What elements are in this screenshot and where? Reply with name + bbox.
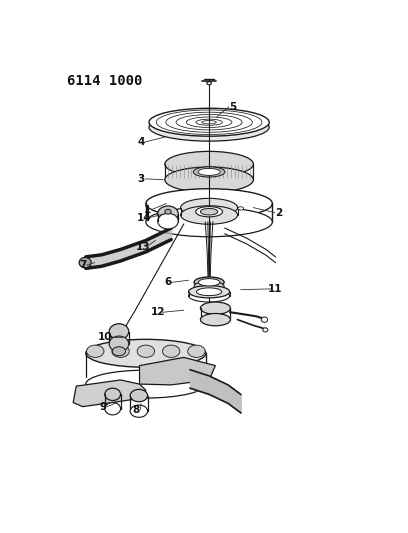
Ellipse shape xyxy=(194,281,224,292)
Ellipse shape xyxy=(263,328,268,332)
Text: 12: 12 xyxy=(151,307,166,317)
Polygon shape xyxy=(140,358,215,385)
Ellipse shape xyxy=(198,279,220,286)
Ellipse shape xyxy=(200,313,231,326)
Ellipse shape xyxy=(181,206,237,224)
Ellipse shape xyxy=(105,402,121,415)
Ellipse shape xyxy=(112,347,126,356)
Text: 9: 9 xyxy=(100,402,107,411)
Text: 13: 13 xyxy=(135,241,150,252)
Ellipse shape xyxy=(200,302,231,314)
Ellipse shape xyxy=(162,345,180,358)
Ellipse shape xyxy=(112,345,129,358)
Ellipse shape xyxy=(79,257,91,268)
Ellipse shape xyxy=(158,213,178,229)
Text: 14: 14 xyxy=(137,213,152,223)
Ellipse shape xyxy=(207,82,211,85)
Text: 5: 5 xyxy=(229,102,237,112)
Ellipse shape xyxy=(109,324,129,340)
Text: 2: 2 xyxy=(275,207,282,217)
Ellipse shape xyxy=(130,405,148,417)
Ellipse shape xyxy=(198,168,220,175)
Ellipse shape xyxy=(146,207,273,237)
Ellipse shape xyxy=(86,370,206,398)
Ellipse shape xyxy=(86,345,104,358)
Ellipse shape xyxy=(130,390,148,402)
Ellipse shape xyxy=(188,290,230,302)
Ellipse shape xyxy=(109,336,129,352)
Text: 8: 8 xyxy=(133,405,140,415)
Ellipse shape xyxy=(181,198,237,217)
Ellipse shape xyxy=(238,207,244,210)
Ellipse shape xyxy=(149,113,269,141)
Polygon shape xyxy=(73,380,146,407)
Ellipse shape xyxy=(165,151,253,177)
Ellipse shape xyxy=(188,286,230,298)
Ellipse shape xyxy=(194,277,224,288)
Text: 3: 3 xyxy=(137,174,145,184)
Text: 10: 10 xyxy=(98,332,112,342)
Ellipse shape xyxy=(137,345,155,358)
Ellipse shape xyxy=(193,167,225,177)
Text: 6: 6 xyxy=(164,277,172,287)
Ellipse shape xyxy=(197,288,222,296)
Ellipse shape xyxy=(149,108,269,136)
Ellipse shape xyxy=(165,167,253,192)
Ellipse shape xyxy=(200,208,218,215)
Ellipse shape xyxy=(165,209,171,214)
Text: 6114 1000: 6114 1000 xyxy=(67,74,142,88)
Ellipse shape xyxy=(146,189,273,219)
Ellipse shape xyxy=(158,206,178,222)
Ellipse shape xyxy=(261,317,268,322)
Text: 7: 7 xyxy=(79,260,86,270)
Text: 11: 11 xyxy=(268,284,283,294)
Ellipse shape xyxy=(188,345,205,358)
Ellipse shape xyxy=(196,207,222,217)
Ellipse shape xyxy=(86,340,206,367)
Text: 4: 4 xyxy=(137,137,145,147)
Text: 1: 1 xyxy=(144,205,151,215)
Ellipse shape xyxy=(105,388,121,400)
